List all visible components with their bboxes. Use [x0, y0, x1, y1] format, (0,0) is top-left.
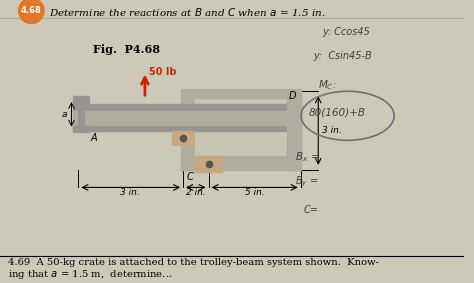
Bar	[73, 126, 89, 132]
Text: 4.68: 4.68	[21, 6, 42, 15]
Text: $C$: $C$	[186, 170, 195, 182]
Text: y:  Csin45-B: y: Csin45-B	[313, 51, 372, 61]
Text: 5 in.: 5 in.	[245, 188, 264, 197]
Text: C=: C=	[304, 205, 319, 215]
Text: $a$: $a$	[61, 110, 68, 119]
Bar	[181, 156, 301, 170]
Text: $M_C$:: $M_C$:	[318, 78, 337, 92]
Text: 3 in.: 3 in.	[120, 188, 140, 197]
Bar	[287, 91, 301, 170]
Bar	[195, 91, 287, 156]
Text: ing that $a$ = 1.5 m,  determine...: ing that $a$ = 1.5 m, determine...	[8, 268, 173, 281]
Text: y: Ccos45: y: Ccos45	[323, 27, 371, 37]
Bar	[73, 96, 89, 103]
Text: $B$: $B$	[187, 134, 195, 145]
Text: 4.69  A 50-kg crate is attached to the trolley-beam system shown.  Know-: 4.69 A 50-kg crate is attached to the tr…	[8, 258, 379, 267]
Bar	[78, 103, 84, 126]
Text: Determine the reactions at $B$ and $C$ when $a$ = 1.5 in.: Determine the reactions at $B$ and $C$ w…	[49, 6, 326, 18]
Text: $D$: $D$	[288, 89, 297, 101]
Bar	[73, 111, 301, 125]
Bar	[173, 132, 194, 145]
Bar	[73, 104, 301, 111]
Text: 3 in.: 3 in.	[322, 126, 342, 135]
Bar	[195, 156, 222, 172]
Bar	[181, 89, 301, 98]
Bar	[73, 125, 301, 132]
Bar	[181, 91, 301, 170]
Text: $B_x$ =: $B_x$ =	[295, 150, 319, 164]
Text: Fig.  P4.68: Fig. P4.68	[93, 44, 160, 55]
Text: 50 lb: 50 lb	[149, 67, 176, 77]
Text: $A$: $A$	[90, 130, 99, 143]
Text: 80(160)+B: 80(160)+B	[309, 108, 365, 117]
Text: 2 in.: 2 in.	[186, 188, 206, 197]
Circle shape	[18, 0, 44, 23]
Text: $B_y$ =: $B_y$ =	[295, 175, 318, 189]
